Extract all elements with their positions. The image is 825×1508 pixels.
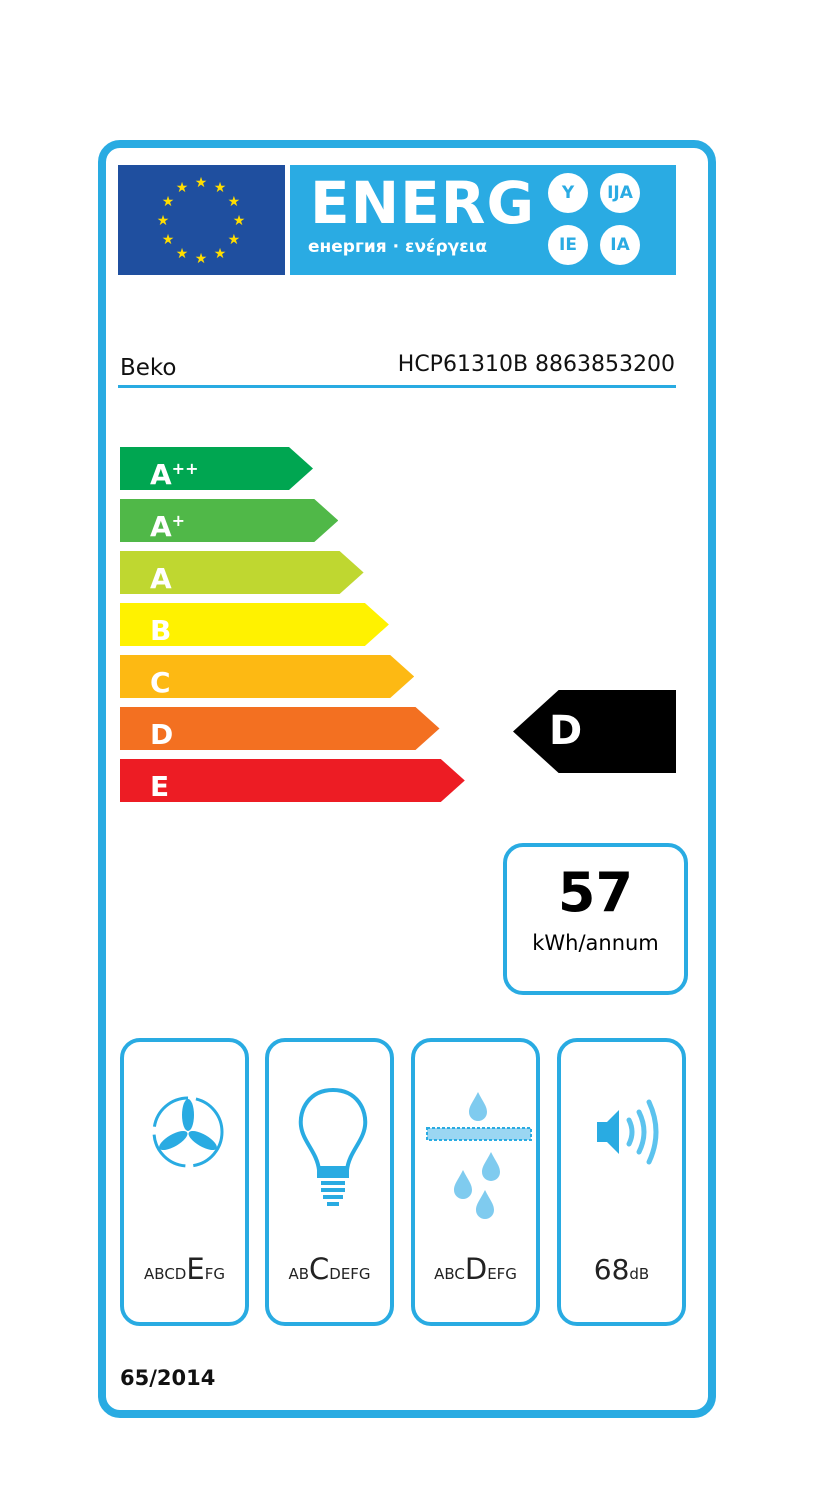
energy-class-bar: C	[120, 655, 415, 698]
grease-filter-icon	[426, 1092, 532, 1219]
energy-class-bar: D	[120, 707, 440, 750]
energy-class-bar: A++	[120, 447, 313, 490]
star-icon: ★	[176, 246, 189, 262]
fan-icon	[152, 1096, 224, 1168]
suffix-ie: IE	[548, 225, 588, 265]
energy-class-bar: A	[120, 551, 364, 594]
divider	[118, 385, 676, 388]
energy-banner: ENERG енергия · ενέργεια Y IJA IE IA	[290, 165, 676, 275]
model-identifier: HCP61310B 8863853200	[397, 352, 675, 377]
star-icon: ★	[228, 232, 241, 248]
suffix-y: Y	[548, 173, 588, 213]
supplier-name: Beko	[120, 355, 177, 381]
energy-unit: kWh/annum	[532, 931, 659, 955]
eu-flag-icon: ★ ★ ★ ★ ★ ★ ★ ★ ★ ★ ★ ★	[118, 165, 285, 275]
fluid-dynamic-efficiency-panel: ABCDEFG	[120, 1038, 249, 1326]
energy-consumption-box: 57 kWh/annum	[503, 843, 688, 995]
star-icon: ★	[157, 213, 170, 229]
label-frame	[98, 140, 716, 1418]
grease-filter-scale: ABCDEFG	[434, 1252, 517, 1286]
regulation-number: 65/2014	[120, 1366, 216, 1390]
star-icon: ★	[162, 194, 175, 210]
energy-title: ENERG	[310, 169, 536, 237]
star-icon: ★	[195, 175, 208, 191]
fan-efficiency-scale: ABCDEFG	[144, 1252, 225, 1286]
star-icon: ★	[233, 213, 246, 229]
energy-class-bar: A+	[120, 499, 339, 542]
star-icon: ★	[195, 251, 208, 267]
lighting-efficiency-scale: ABCDEFG	[288, 1252, 371, 1286]
energy-class-bar: B	[120, 603, 389, 646]
light-bulb-icon	[298, 1087, 368, 1206]
noise-value: 68dB	[593, 1253, 650, 1286]
star-icon: ★	[214, 246, 227, 262]
energy-subtitle: енергия · ενέργεια	[308, 237, 487, 257]
star-icon: ★	[176, 180, 189, 196]
lighting-efficiency-panel: ABCDEFG	[265, 1038, 394, 1326]
star-icon: ★	[214, 180, 227, 196]
energy-value: 57	[557, 861, 634, 924]
grease-filtering-efficiency-panel: ABCDEFG	[411, 1038, 540, 1326]
star-icon: ★	[228, 194, 241, 210]
energy-class-bar: E	[120, 759, 465, 802]
star-icon: ★	[162, 232, 175, 248]
noise-panel: 68dB	[557, 1038, 686, 1326]
suffix-ia: IA	[600, 225, 640, 265]
noise-icon	[597, 1099, 659, 1165]
suffix-ija: IJA	[600, 173, 640, 213]
